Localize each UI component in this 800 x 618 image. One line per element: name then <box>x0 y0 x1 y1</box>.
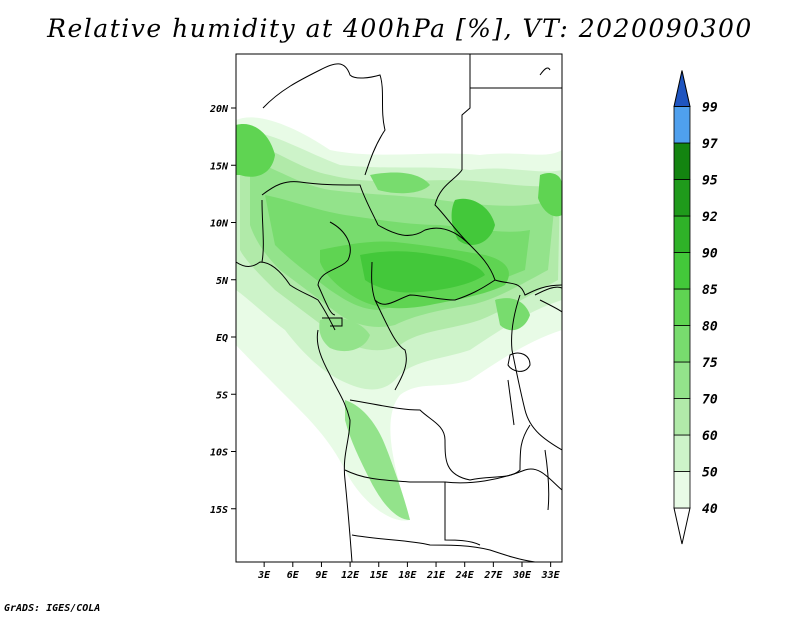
lat-tick-label: 15N <box>210 161 229 172</box>
humidity-region-rift <box>495 298 530 331</box>
lon-tick-label: 12E <box>341 570 360 581</box>
colorbar-level-label: 95 <box>702 174 718 189</box>
colorbar-level-label: 70 <box>702 393 718 408</box>
border-chad-sudan <box>434 169 471 246</box>
lon-tick-label: 21E <box>426 570 446 581</box>
colorbar-segment <box>673 106 691 144</box>
humidity-fill-layer <box>236 117 562 521</box>
humidity-region-north-west <box>236 124 275 177</box>
border-nigeria <box>261 181 379 226</box>
colorbar-level-label: 50 <box>702 466 718 481</box>
country-borders <box>236 54 562 562</box>
lon-tick-label: 15E <box>370 570 389 581</box>
colorbar-level-label: 80 <box>702 320 718 335</box>
border-libya-egypt <box>461 54 471 170</box>
border-nigeria-south <box>261 199 264 263</box>
colorbar-level-label: 99 <box>702 101 718 116</box>
grads-credit: GrADS: IGES/COLA <box>4 603 101 614</box>
lon-tick-label: 24E <box>455 570 475 581</box>
colorbar-segment <box>673 398 691 436</box>
border-congo-gabon <box>322 317 343 327</box>
border-angola <box>344 469 481 546</box>
lat-tick-label: 20N <box>209 104 229 115</box>
colorbar-level-label: 60 <box>702 429 718 444</box>
coastline-central-africa <box>316 329 353 562</box>
humidity-region-sahel <box>370 172 430 194</box>
lon-tick-label: 33E <box>541 570 561 581</box>
border-niger-chad <box>262 63 386 176</box>
lat-tick-label: 5S <box>216 390 228 401</box>
lon-tick-label: 9E <box>315 570 328 581</box>
lake-malawi <box>544 449 550 511</box>
border-drc-south <box>349 399 531 481</box>
colorbar-level-label: 90 <box>702 247 718 262</box>
lake-tanganyika <box>507 379 515 426</box>
colorbar-level-label: 85 <box>702 283 718 298</box>
lat-tick-label: 10S <box>210 448 228 459</box>
colorbar-segment <box>673 215 691 253</box>
lat-tick-label: EQ <box>216 333 228 344</box>
colorbar-segment <box>673 179 691 217</box>
coastline-west-africa <box>236 261 336 331</box>
humidity-region-angola <box>345 400 410 520</box>
border-zambia <box>444 468 562 491</box>
ethiopia-border <box>534 286 562 313</box>
humidity-region-east <box>451 198 495 245</box>
colorbar-segment <box>673 434 691 472</box>
colorbar-level-label: 75 <box>702 356 718 371</box>
colorbar-segment <box>673 142 691 180</box>
lat-tick-label: 10N <box>210 219 229 230</box>
lon-tick-label: 30E <box>512 570 532 581</box>
colorbar-level-label: 97 <box>702 137 718 152</box>
border-cameroon <box>317 221 351 316</box>
red-sea-coast <box>539 67 551 76</box>
colorbar-level-label: 92 <box>702 210 718 225</box>
lon-tick-label: 6E <box>287 570 300 581</box>
map-frame <box>235 53 563 563</box>
border-namibia <box>351 534 536 562</box>
colorbar-segment <box>673 361 691 399</box>
border-drc-east <box>511 294 562 451</box>
colorbar-lower-triangle <box>673 507 691 545</box>
lon-tick-label: 3E <box>257 570 271 581</box>
longitude-axis: 3E 6E 9E 12E 15E 18E 21E 24E 27E 30E 33E <box>257 562 561 581</box>
colorbar: 40 50 60 70 75 80 85 90 92 95 97 99 <box>673 70 718 545</box>
lon-tick-label: 18E <box>398 570 417 581</box>
lake-victoria <box>507 352 531 372</box>
colorbar-level-label: 40 <box>702 502 718 517</box>
humidity-region-85 <box>360 251 485 293</box>
colorbar-segment <box>673 288 691 326</box>
colorbar-upper-triangle <box>673 70 691 107</box>
lon-tick-label: 27E <box>483 570 503 581</box>
map-title: Relative humidity at 400hPa [%], VT: 202… <box>47 14 753 43</box>
latitude-axis: 20N 15N 10N 5N EQ 5S 10S 15S <box>209 104 236 516</box>
lat-tick-label: 15S <box>210 505 228 516</box>
border-car <box>371 224 496 305</box>
humidity-region-north-east <box>538 173 562 217</box>
colorbar-segment <box>673 471 691 509</box>
border-sudan-south <box>494 279 562 296</box>
colorbar-segment <box>673 252 691 290</box>
colorbar-segment <box>673 325 691 363</box>
lat-tick-label: 5N <box>216 276 229 287</box>
border-congo-drc <box>374 299 407 391</box>
